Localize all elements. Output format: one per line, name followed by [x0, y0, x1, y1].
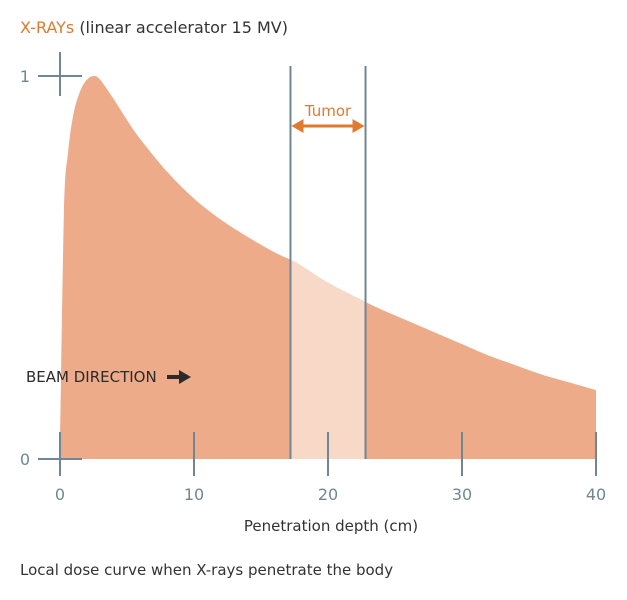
tumor-arrow-right-head	[352, 119, 365, 133]
tumor-region-area	[290, 259, 366, 459]
figure-caption: Local dose curve when X-rays penetrate t…	[20, 561, 394, 579]
beam-direction-label: BEAM DIRECTION	[26, 368, 157, 386]
y-tick-label-0: 0	[20, 450, 30, 469]
x-tick-label-0: 0	[55, 485, 65, 504]
x-axis-label: Penetration depth (cm)	[244, 517, 418, 535]
tumor-arrow-left-head	[291, 119, 304, 133]
tumor-label: Tumor	[304, 102, 352, 120]
x-tick-label-30: 30	[452, 485, 472, 504]
beam-direction: BEAM DIRECTION	[26, 368, 191, 386]
x-tick-label-20: 20	[318, 485, 338, 504]
right-arrow-icon	[166, 370, 191, 384]
chart-title: X-RAYs (linear accelerator 15 MV)	[20, 18, 288, 37]
chart-title-accent: X-RAYs	[20, 18, 75, 37]
chart-title-rest: (linear accelerator 15 MV)	[79, 18, 288, 37]
dose-curve-area	[60, 76, 596, 459]
y-tick-label-1: 1	[20, 67, 30, 86]
x-tick-label-40: 40	[586, 485, 606, 504]
x-tick-label-10: 10	[184, 485, 204, 504]
